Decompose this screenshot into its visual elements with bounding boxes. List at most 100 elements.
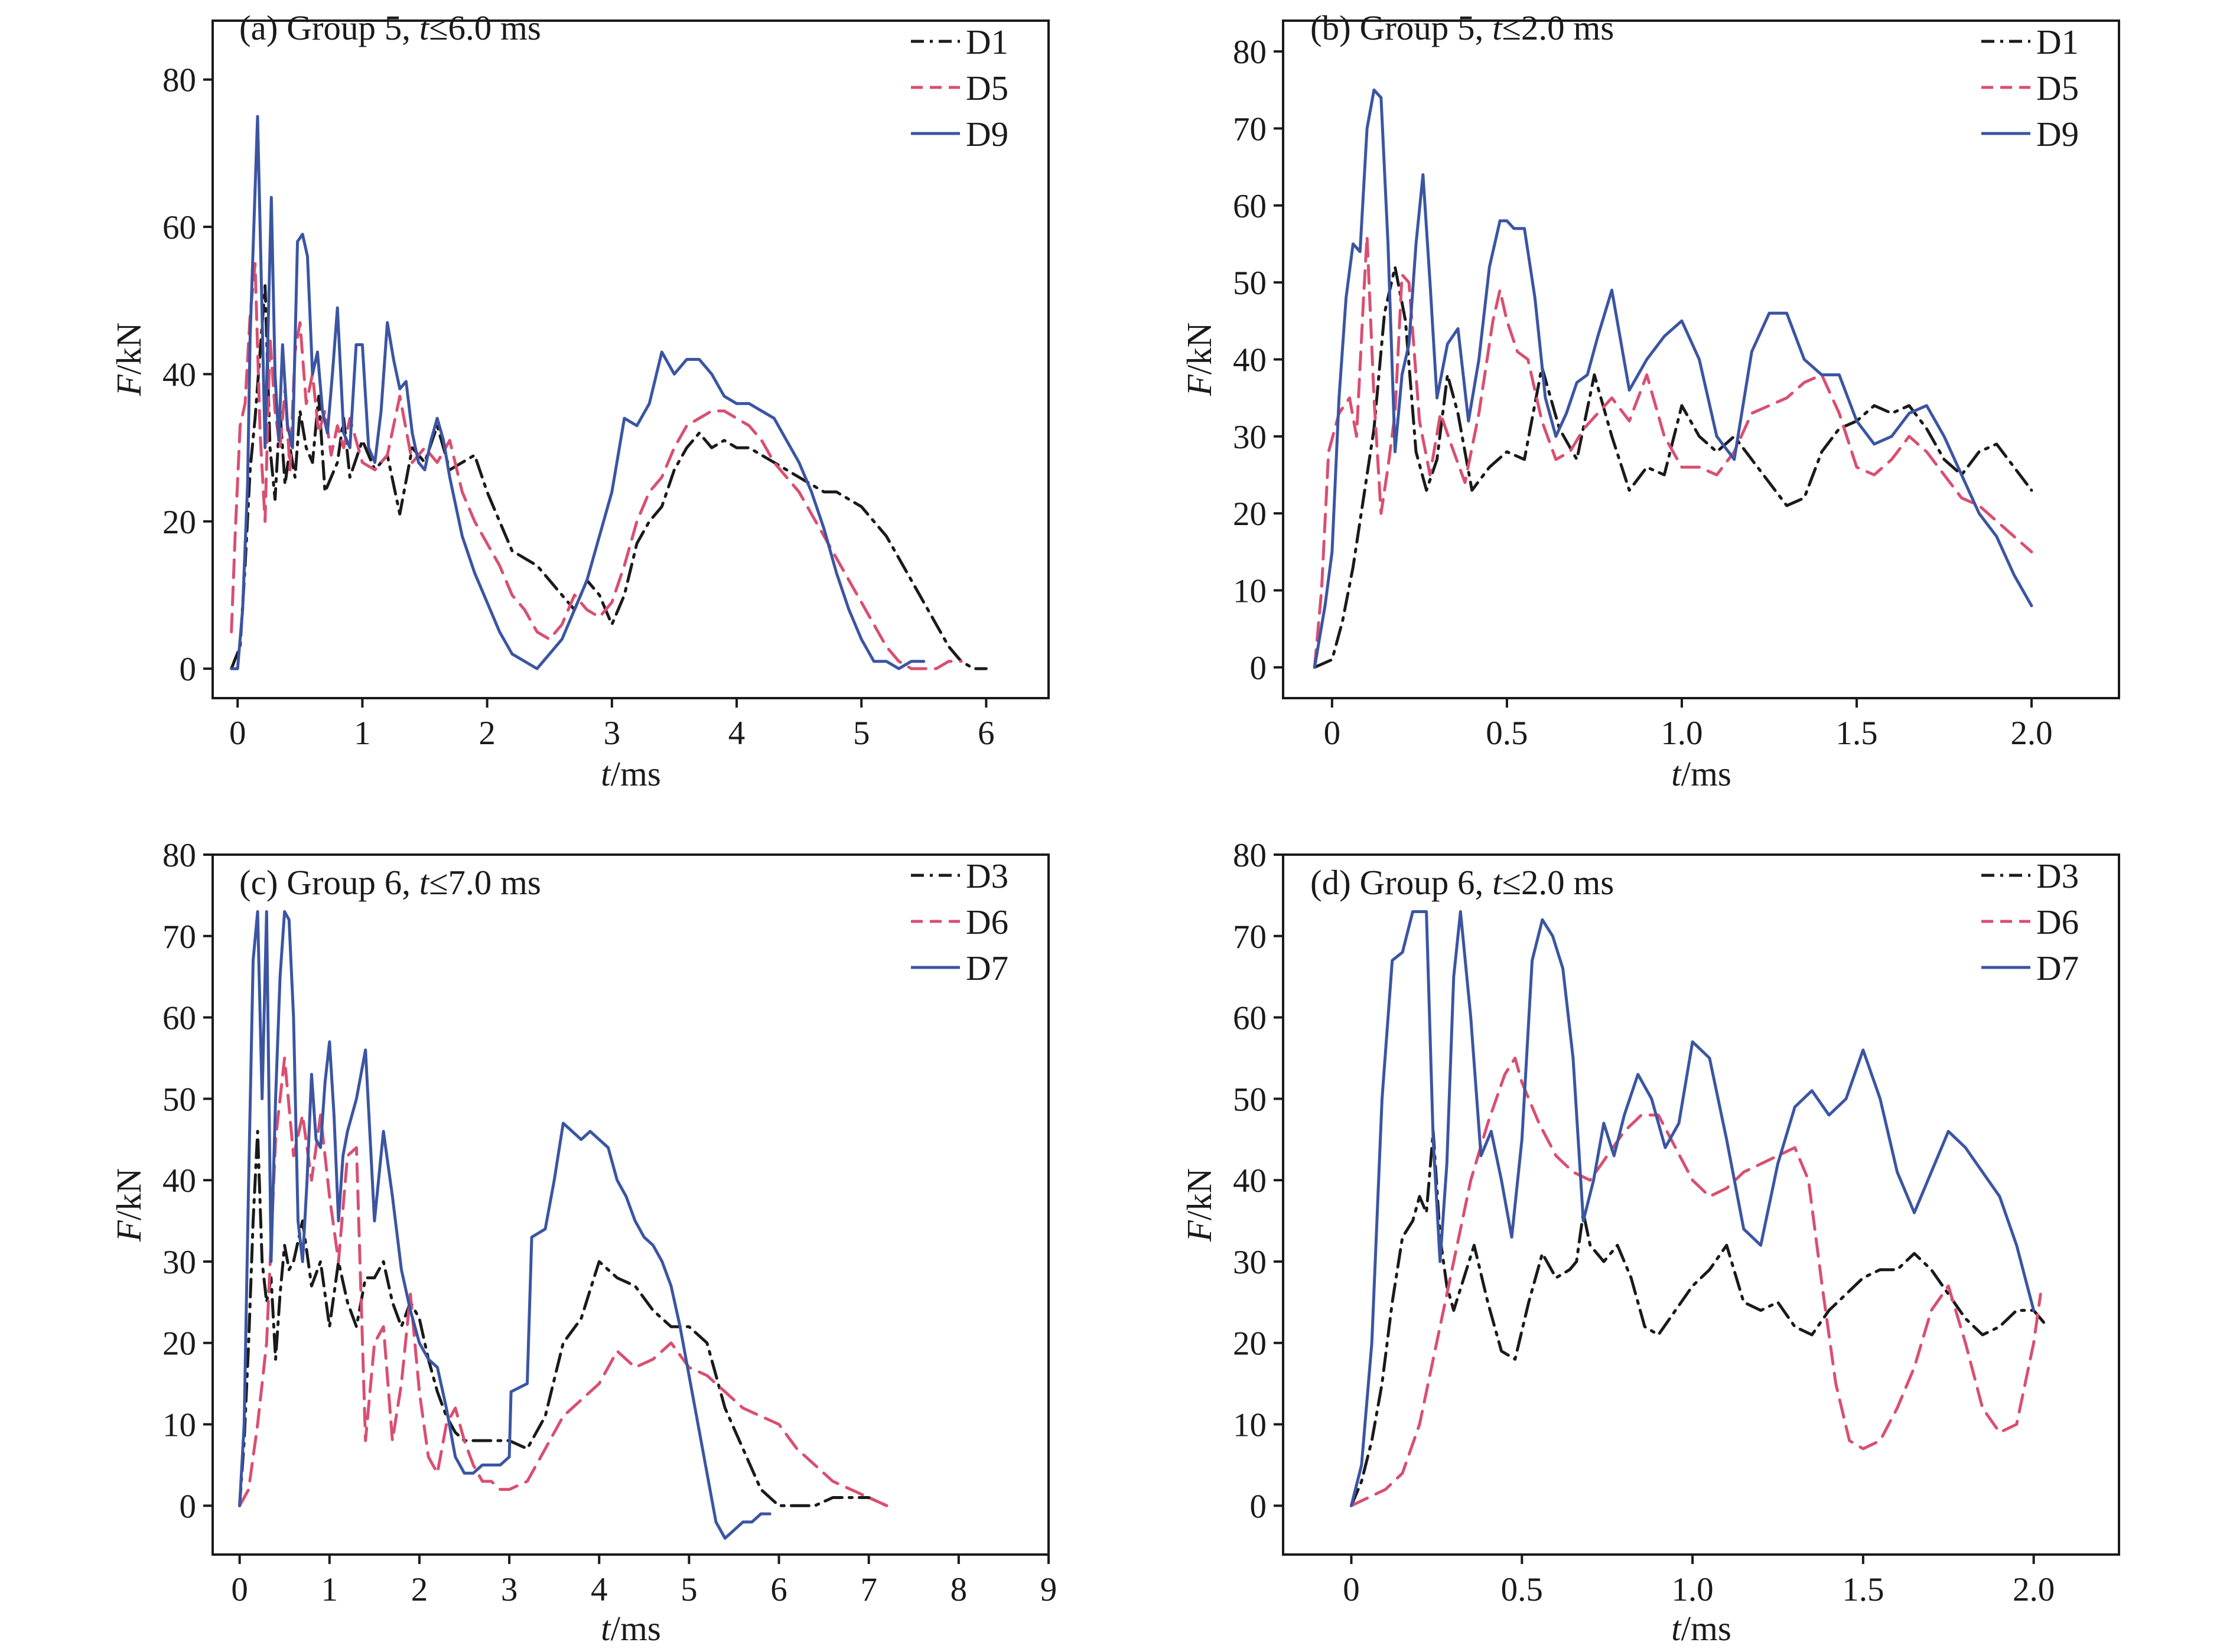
panel-a-xtick-label: 0: [229, 715, 246, 752]
panel-c-frame: [211, 853, 1050, 1556]
panel-b-ytick-label: 80: [1233, 34, 1267, 71]
panel-c-ytick-label: 80: [162, 837, 196, 874]
panel-a-xtick-label: 1: [354, 715, 371, 752]
panel-d-ytick-label: 70: [1233, 918, 1267, 956]
panel-a-series-d9-line: [230, 115, 926, 670]
panel-c-xlabel: t/ms: [601, 1609, 661, 1648]
panel-d-xtick-label: 1.0: [1671, 1571, 1713, 1608]
panel-a-legend-d9-label: D9: [966, 115, 1008, 154]
panel-b-legend-d5-label: D5: [2036, 69, 2079, 107]
panel-d-xlabel: t/ms: [1671, 1609, 1731, 1648]
panel-b-ytick-label: 50: [1233, 265, 1267, 302]
panel-d-ticks: 0 0.5 1.0 1.5 2.0 0 10 20 30 40 50 60 70 80: [1233, 837, 2055, 1608]
panel-a-frame: [211, 19, 1050, 699]
panel-b-ticks: 0 0.5 1.0 1.5 2.0 0 10 20 30 40 50 60 70 80: [1233, 34, 2053, 752]
panel-c-ytick-label: 20: [162, 1325, 196, 1363]
panel-d-ytick-label: 80: [1233, 837, 1267, 874]
panel-d-xtick-label: 0: [1343, 1571, 1360, 1608]
panel-b-ylabel: F/kN: [1180, 322, 1219, 397]
panel-d-ytick-label: 40: [1233, 1162, 1267, 1200]
panel-c-title: (c) Group 6, t≤7.0 ms: [239, 863, 541, 902]
panel-a-plot-area: [230, 115, 988, 670]
panel-c-xtick-label: 0: [231, 1571, 248, 1608]
panel-a-xtick-label: 4: [728, 715, 746, 752]
panel-a-ytick-label: 40: [162, 356, 196, 393]
panel-a-title: (a) Group 5, t≤6.0 ms: [239, 8, 541, 47]
panel-c-ticks: 0 1 2 3 4 5 6 7 8 9 0 10 20 30 40 50 60 70 80: [162, 837, 1057, 1608]
panel-c: 0 1 2 3 4 5 6 7 8 9 0 10 20 30 40 50 60 70 80 (c) Group 6,…: [109, 837, 1057, 1648]
panel-a-legend-d5-label: D5: [966, 69, 1008, 107]
panel-b-xtick-label: 0: [1324, 715, 1341, 752]
panel-a-xlabel: t/ms: [601, 754, 661, 793]
panel-d-xtick-label: 0.5: [1501, 1571, 1543, 1608]
panel-b-xtick-label: 1.5: [1835, 715, 1877, 752]
panel-a-ylabel: F/kN: [109, 322, 148, 397]
panel-d-frame: [1282, 853, 2120, 1556]
panel-a-ytick-label: 80: [162, 62, 196, 99]
panel-d-xtick-label: 1.5: [1842, 1571, 1884, 1608]
panel-c-xtick-label: 9: [1040, 1571, 1057, 1608]
panel-c-series-d3-line: [238, 1130, 888, 1507]
panel-b-series-d1-line: [1313, 265, 2033, 669]
panel-c-legend: D3 D6 D7: [911, 856, 1008, 988]
panel-b-ytick-label: 0: [1250, 650, 1267, 687]
panel-d-ytick-label: 30: [1233, 1244, 1267, 1281]
panel-b-ytick-label: 40: [1233, 342, 1267, 379]
panel-a-xtick-label: 6: [978, 715, 995, 752]
panel-c-legend-d3-label: D3: [966, 856, 1008, 895]
panel-d-title: (d) Group 6, t≤2.0 ms: [1310, 863, 1614, 902]
panel-c-ytick-label: 30: [162, 1244, 196, 1281]
panel-d-ytick-label: 50: [1233, 1081, 1267, 1118]
panel-d-legend-d6-label: D6: [2036, 902, 2079, 941]
panel-c-legend-d6-label: D6: [966, 902, 1008, 941]
panel-a-legend-d1-label: D1: [966, 22, 1008, 61]
panel-b-title: (b) Group 5, t≤2.0 ms: [1310, 8, 1614, 47]
panel-a-xtick-label: 2: [479, 715, 496, 752]
panel-b: 0 0.5 1.0 1.5 2.0 0 10 20 30 40 50 60 70 80 (b) Group…: [1180, 8, 2120, 793]
panel-c-xtick-label: 2: [411, 1571, 428, 1608]
panel-c-ytick-label: 50: [162, 1081, 196, 1118]
panel-b-ytick-label: 60: [1233, 188, 1267, 225]
panel-d-series-d6-line: [1350, 1057, 2042, 1507]
panel-c-series-d6-line: [238, 1057, 888, 1507]
panel-a-xtick-label: 5: [853, 715, 870, 752]
panel-c-xtick-label: 3: [501, 1571, 518, 1608]
panel-c-xtick-label: 8: [951, 1571, 968, 1608]
panel-a-legend: D1 D5 D9: [911, 22, 1008, 154]
panel-c-xtick-label: 5: [681, 1571, 698, 1608]
panel-d-ytick-label: 20: [1233, 1325, 1267, 1363]
panel-a-ytick-label: 60: [162, 209, 196, 246]
panel-c-series-d7-line: [238, 910, 772, 1540]
panel-c-ytick-label: 60: [162, 1000, 196, 1037]
panel-b-ytick-label: 20: [1233, 496, 1267, 533]
panel-d-legend-d3-label: D3: [2036, 856, 2079, 895]
panel-a-ytick-label: 0: [180, 651, 197, 688]
panel-b-frame: [1282, 19, 2120, 699]
panel-d: 0 0.5 1.0 1.5 2.0 0 10 20 30 40 50 60 70 80 (d) Group…: [1180, 837, 2120, 1648]
panel-d-legend: D3 D6 D7: [1981, 856, 2079, 988]
panel-b-xtick-label: 2.0: [2010, 715, 2052, 752]
panel-d-legend-d7-label: D7: [2036, 949, 2079, 988]
panel-d-ytick-label: 10: [1233, 1407, 1267, 1444]
panel-d-ytick-label: 60: [1233, 1000, 1267, 1037]
panel-c-ytick-label: 70: [162, 918, 196, 956]
panel-c-ylabel: F/kN: [109, 1168, 148, 1243]
panel-c-ytick-label: 0: [180, 1488, 197, 1525]
panel-d-series-d7-line: [1350, 910, 2036, 1507]
panel-b-series-d9-line: [1313, 88, 2033, 669]
panel-d-plot-area: [1350, 910, 2049, 1507]
panel-b-xtick-label: 0.5: [1486, 715, 1528, 752]
panel-c-legend-d7-label: D7: [966, 949, 1008, 988]
panel-b-xlabel: t/ms: [1671, 754, 1731, 793]
panel-b-legend-d9-label: D9: [2036, 115, 2079, 154]
panel-c-xtick-label: 7: [860, 1571, 877, 1608]
panel-d-xtick-label: 2.0: [2013, 1571, 2055, 1608]
panel-b-legend: D1 D5 D9: [1981, 22, 2079, 154]
panel-a-series-d5-line: [230, 262, 963, 670]
panel-b-legend-d1-label: D1: [2036, 22, 2079, 61]
panel-b-ytick-label: 10: [1233, 573, 1267, 610]
panel-c-xtick-label: 4: [591, 1571, 608, 1608]
panel-b-xtick-label: 1.0: [1661, 715, 1703, 752]
